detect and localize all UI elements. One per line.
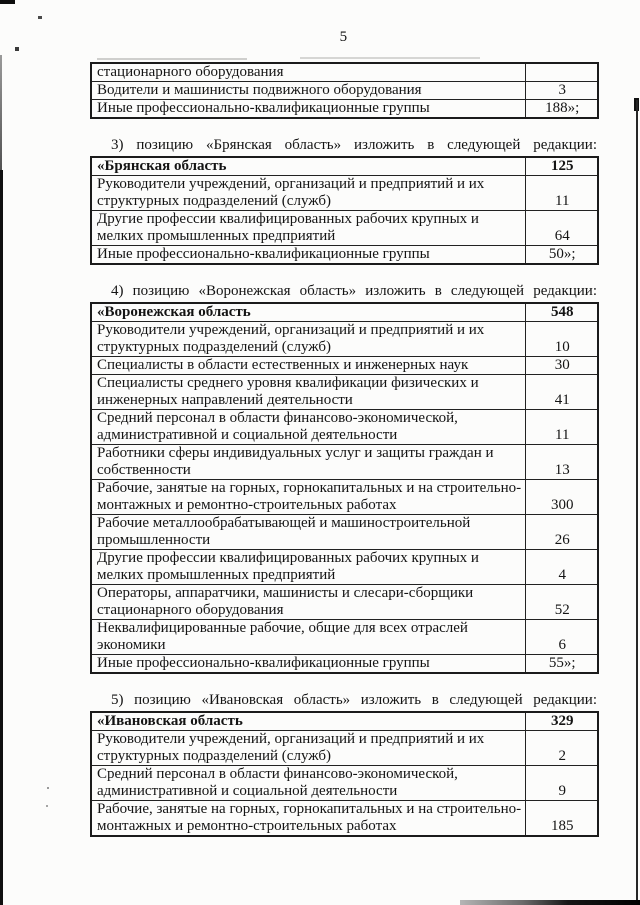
row-value: 30 (524, 356, 599, 375)
row-label: Специалисты в области естественных и инж… (90, 356, 526, 375)
row-label: Специалисты среднего уровня квалификации… (90, 374, 526, 410)
row-label: Рабочие, занятые на горных, горнокапитал… (90, 479, 526, 515)
table-voronezh-region: «Воронежская область 548 Руководители уч… (90, 302, 599, 674)
table-row: Специалисты среднего уровня квалификации… (90, 374, 599, 410)
row-label: Работники сферы индивидуальных услуг и з… (90, 444, 526, 480)
table-ivanovo-region: «Ивановская область 329 Руководители учр… (90, 711, 599, 837)
table-header-row: «Воронежская область 548 (90, 302, 599, 322)
table-row: Руководители учреждений, организаций и п… (90, 175, 599, 211)
scan-smudge (300, 57, 480, 59)
row-label: Руководители учреждений, организаций и п… (90, 730, 526, 766)
region-name: «Ивановская область (90, 711, 526, 731)
row-label: Неквалифицированные рабочие, общие для в… (90, 619, 526, 655)
table-header-row: «Ивановская область 329 (90, 711, 599, 731)
row-label: стационарного оборудования (90, 62, 526, 82)
row-label: Средний персонал в области финансово-эко… (90, 409, 526, 445)
row-value: 55»; (524, 654, 599, 674)
row-label: Рабочие, занятые на горных, горнокапитал… (90, 800, 526, 837)
amendment-intro-bryansk: 3) позицию «Брянская область» изложить в… (111, 137, 597, 153)
row-label: Водители и машинисты подвижного оборудов… (90, 81, 526, 100)
row-label: Иные профессионально-квалификационные гр… (90, 654, 526, 674)
row-value: 2 (524, 730, 599, 766)
table-row: стационарного оборудования (90, 62, 599, 82)
table-row: Средний персонал в области финансово-эко… (90, 765, 599, 801)
row-value: 64 (524, 210, 599, 246)
row-label: Другие профессии квалифицированных рабоч… (90, 210, 526, 246)
scan-speck (15, 47, 19, 51)
table-row: Руководители учреждений, организаций и п… (90, 321, 599, 357)
table-row: Иные профессионально-квалификационные гр… (90, 245, 599, 265)
table-row: Рабочие, занятые на горных, горнокапитал… (90, 479, 599, 515)
region-name: «Воронежская область (90, 302, 526, 322)
scan-artifact-right-line (636, 100, 638, 905)
row-value: 11 (524, 175, 599, 211)
table-row: Иные профессионально-квалификационные гр… (90, 654, 599, 674)
row-label: Руководители учреждений, организаций и п… (90, 175, 526, 211)
amendment-intro-ivanovo: 5) позицию «Ивановская область» изложить… (111, 692, 597, 708)
row-label: Другие профессии квалифицированных рабоч… (90, 549, 526, 585)
table-row: Работники сферы индивидуальных услуг и з… (90, 444, 599, 480)
scan-artifact-left-bar (0, 170, 3, 905)
row-value: 188»; (524, 99, 599, 119)
scan-smudge (97, 58, 247, 60)
row-value (524, 62, 599, 82)
row-value: 41 (524, 374, 599, 410)
row-label: Руководители учреждений, организаций и п… (90, 321, 526, 357)
table-row: Операторы, аппаратчики, машинисты и слес… (90, 584, 599, 620)
region-total: 548 (524, 302, 599, 322)
scan-artifact-corner-mark (0, 0, 15, 4)
table-row: Рабочие металлообрабатывающей и машиност… (90, 514, 599, 550)
table-header-row: «Брянская область 125 (90, 156, 599, 176)
table-row: Иные профессионально-квалификационные гр… (90, 99, 599, 119)
table-row: Неквалифицированные рабочие, общие для в… (90, 619, 599, 655)
table-continuation-fragment: стационарного оборудования Водители и ма… (90, 62, 599, 119)
table-row: Руководители учреждений, организаций и п… (90, 730, 599, 766)
row-label: Иные профессионально-квалификационные гр… (90, 245, 526, 265)
table-row: Рабочие, занятые на горных, горнокапитал… (90, 800, 599, 837)
region-name: «Брянская область (90, 156, 526, 176)
row-value: 6 (524, 619, 599, 655)
row-value: 3 (524, 81, 599, 100)
scan-artifact-bottom-bar (460, 900, 640, 905)
table-row: Средний персонал в области финансово-эко… (90, 409, 599, 445)
scan-speck (46, 805, 48, 807)
table-row: Специалисты в области естественных и инж… (90, 356, 599, 375)
amendment-intro-voronezh: 4) позицию «Воронежская область» изложит… (111, 283, 597, 299)
table-row: Другие профессии квалифицированных рабоч… (90, 549, 599, 585)
row-value: 185 (524, 800, 599, 837)
row-value: 300 (524, 479, 599, 515)
row-value: 11 (524, 409, 599, 445)
region-total: 125 (524, 156, 599, 176)
row-value: 26 (524, 514, 599, 550)
row-label: Операторы, аппаратчики, машинисты и слес… (90, 584, 526, 620)
page-number: 5 (339, 29, 348, 45)
row-value: 50»; (524, 245, 599, 265)
row-value: 52 (524, 584, 599, 620)
row-value: 9 (524, 765, 599, 801)
table-row: Другие профессии квалифицированных рабоч… (90, 210, 599, 246)
row-label: Рабочие металлообрабатывающей и машиност… (90, 514, 526, 550)
scan-artifact-left-bar-top (0, 55, 2, 175)
document-page: 5 стационарного оборудования Водители и … (90, 0, 599, 837)
scan-speck (38, 16, 42, 19)
table-bryansk-region: «Брянская область 125 Руководители учреж… (90, 156, 599, 265)
row-value: 13 (524, 444, 599, 480)
row-value: 4 (524, 549, 599, 585)
row-label: Иные профессионально-квалификационные гр… (90, 99, 526, 119)
region-total: 329 (524, 711, 599, 731)
scan-speck (47, 787, 49, 789)
table-row: Водители и машинисты подвижного оборудов… (90, 81, 599, 100)
row-label: Средний персонал в области финансово-эко… (90, 765, 526, 801)
row-value: 10 (524, 321, 599, 357)
